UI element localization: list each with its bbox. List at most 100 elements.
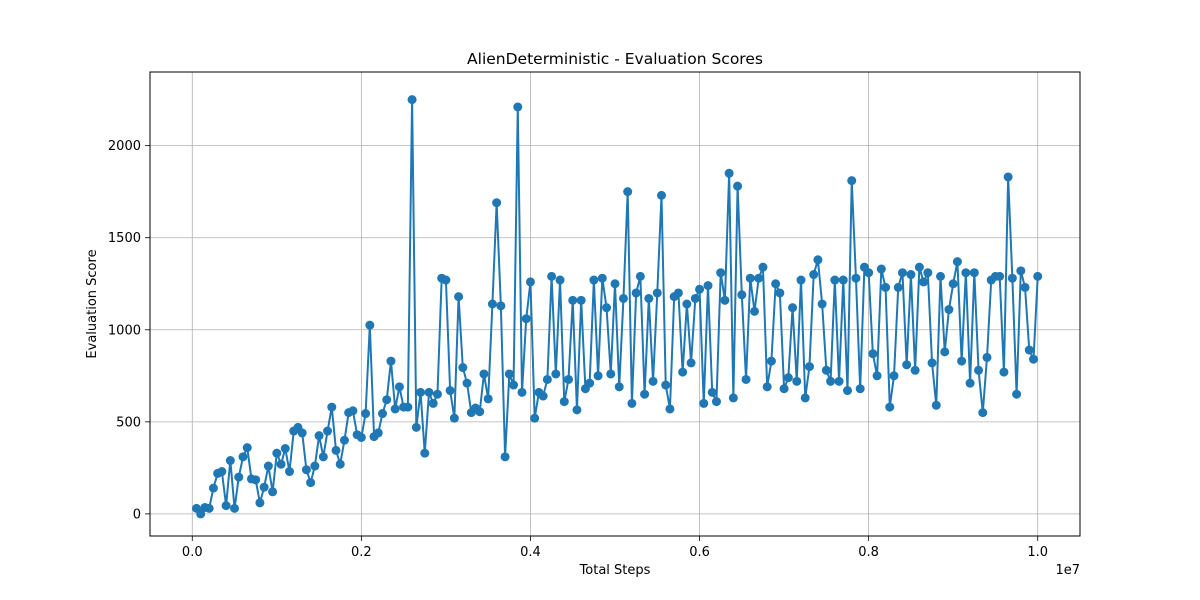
data-point: [893, 282, 903, 292]
data-point: [356, 432, 366, 442]
axis-ticks: 0.0 0.2 0.4 0.6 0.8 1.0 0 500 1000 1500 2000: [108, 139, 1048, 560]
data-point: [458, 363, 468, 373]
data-point: [657, 190, 666, 200]
data-point: [618, 293, 628, 303]
data-point: [758, 262, 768, 272]
data-point: [817, 299, 827, 309]
data-point: [272, 448, 282, 458]
data-point: [627, 398, 637, 408]
data-point: [492, 198, 502, 208]
data-point: [445, 386, 455, 396]
data-point: [623, 187, 633, 197]
data-point: [394, 382, 404, 392]
data-point: [1007, 273, 1017, 283]
data-point: [496, 301, 506, 311]
data-point: [673, 288, 683, 298]
x-axis-scale-label: 1e7: [1055, 563, 1080, 578]
data-point: [432, 389, 442, 399]
data-point: [390, 404, 400, 414]
data-point: [690, 293, 700, 303]
data-point: [225, 456, 235, 466]
data-point: [251, 475, 261, 485]
data-point: [386, 356, 396, 366]
plot-area-frame: [149, 71, 1081, 537]
data-point: [335, 459, 345, 469]
data-point: [720, 295, 730, 305]
y-tick-label: 0: [133, 507, 141, 522]
data-point: [1012, 389, 1022, 399]
data-point: [475, 407, 485, 417]
data-point: [576, 295, 586, 305]
data-point: [517, 387, 527, 397]
data-point: [872, 371, 882, 381]
data-point: [750, 306, 759, 316]
data-point: [276, 459, 286, 469]
data-point: [441, 275, 451, 285]
data-point: [631, 288, 641, 298]
data-point: [606, 369, 616, 379]
data-point: [716, 268, 726, 278]
data-point: [995, 271, 1005, 281]
series-evaluation-scores: [192, 95, 1043, 519]
data-point: [640, 389, 650, 399]
data-point: [944, 305, 954, 315]
data-point: [285, 467, 294, 477]
data-point: [809, 270, 819, 280]
data-point: [999, 367, 1009, 377]
y-tick-label: 1000: [108, 323, 141, 338]
data-point: [737, 290, 747, 300]
data-point: [547, 271, 557, 281]
data-point: [965, 378, 975, 388]
data-point: [602, 303, 612, 313]
data-point: [1029, 354, 1038, 364]
data-point: [314, 431, 324, 441]
data-point: [800, 393, 810, 403]
x-tick-label: 0.6: [689, 545, 710, 560]
data-point: [635, 271, 645, 281]
data-point: [280, 444, 290, 454]
data-point: [538, 391, 548, 401]
data-point: [301, 465, 311, 475]
data-point: [927, 358, 937, 368]
data-point: [327, 402, 337, 412]
data-point: [572, 405, 582, 415]
data-point: [948, 279, 958, 289]
data-point: [411, 422, 421, 432]
data-point: [428, 398, 438, 408]
data-point: [868, 349, 878, 359]
data-point: [754, 273, 764, 283]
data-point: [403, 402, 413, 412]
data-point: [796, 275, 806, 285]
data-point: [318, 452, 328, 462]
data-point: [263, 461, 273, 471]
data-point: [361, 409, 371, 419]
data-point: [783, 373, 793, 383]
data-point: [847, 176, 857, 186]
data-point: [454, 292, 464, 302]
data-point: [297, 428, 307, 438]
data-point: [762, 382, 772, 392]
data-point: [885, 402, 895, 412]
x-tick-label: 0.8: [858, 545, 879, 560]
data-point: [728, 393, 738, 403]
data-point: [834, 376, 844, 386]
data-point: [449, 413, 459, 423]
data-point: [238, 452, 248, 462]
data-point: [500, 452, 510, 462]
data-point: [196, 509, 206, 519]
data-point: [952, 257, 962, 267]
data-point: [589, 275, 599, 285]
data-point: [525, 277, 535, 287]
data-point: [382, 395, 392, 405]
data-point: [682, 299, 692, 309]
x-tick-label: 0.4: [520, 545, 541, 560]
data-point: [695, 284, 705, 294]
data-point: [864, 268, 874, 278]
data-point: [509, 380, 519, 390]
data-point: [644, 293, 654, 303]
data-point: [910, 365, 920, 375]
data-point: [568, 295, 578, 305]
data-point: [593, 371, 603, 381]
data-point: [1003, 172, 1013, 182]
data-point: [551, 369, 561, 379]
